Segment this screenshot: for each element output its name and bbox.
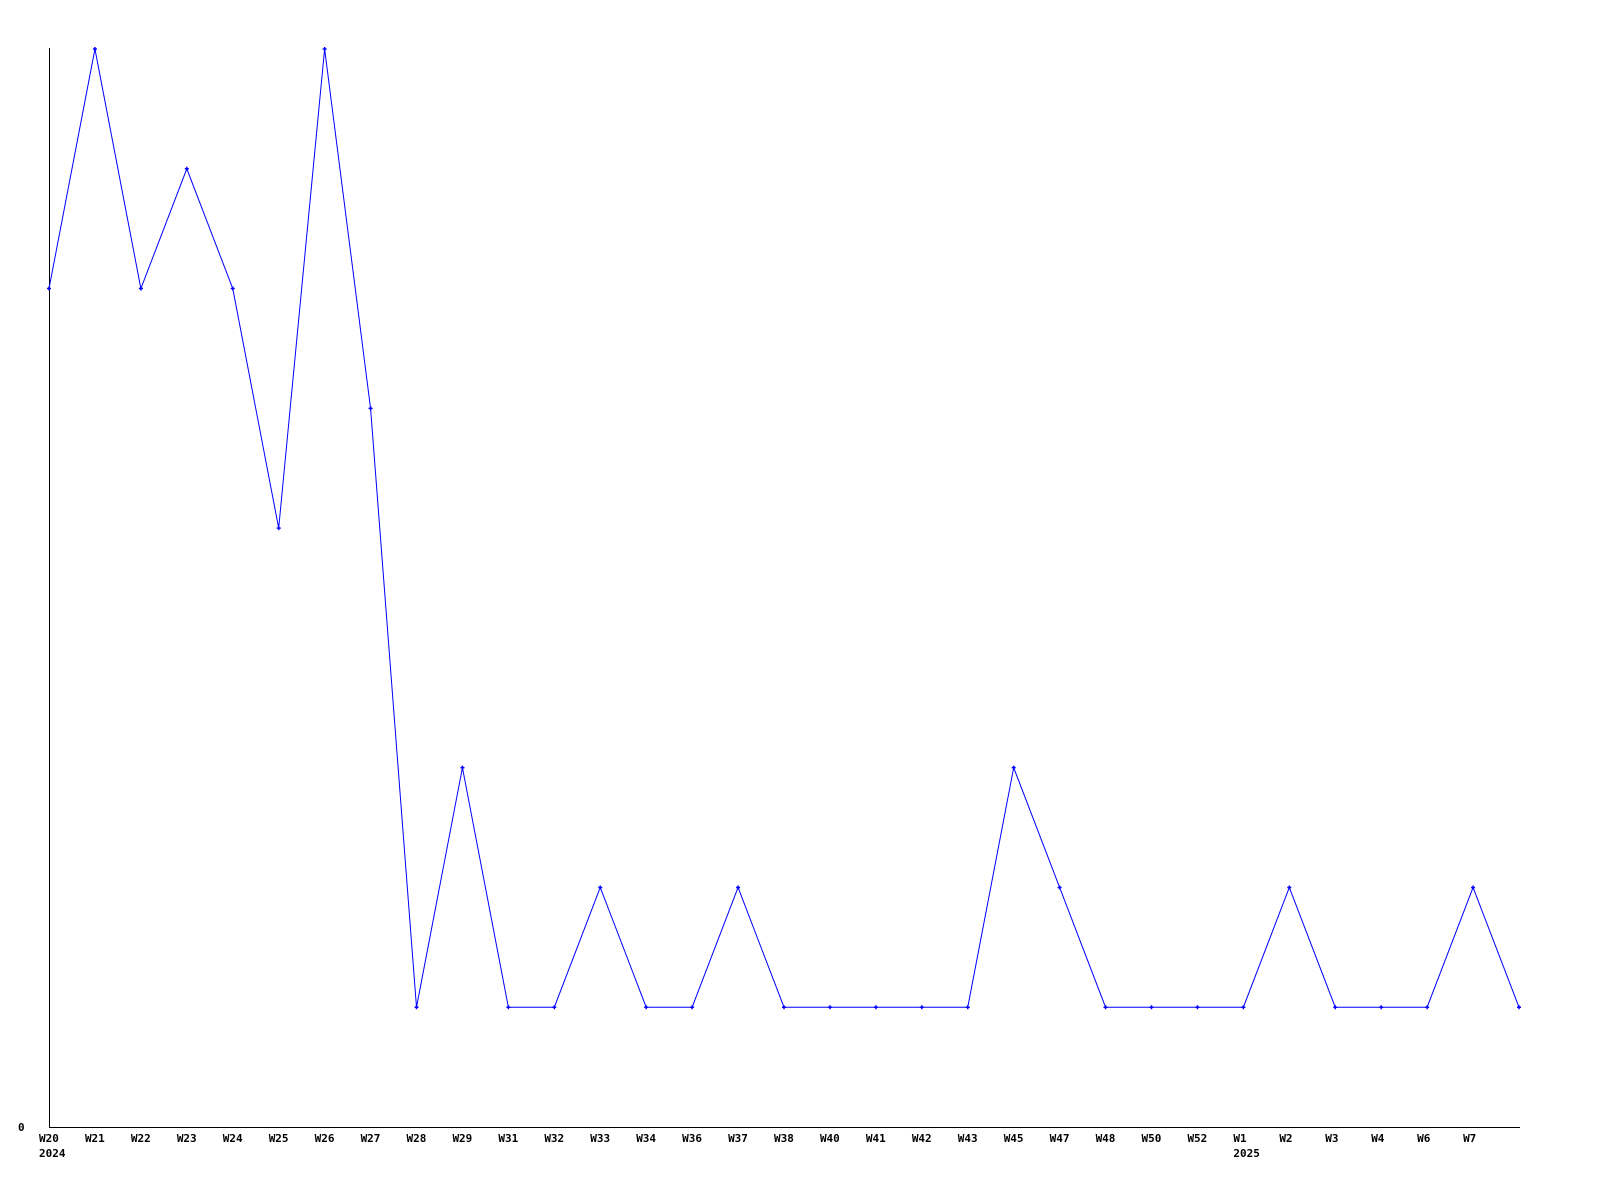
- data-point: [1471, 885, 1476, 890]
- x-tick-label: W3: [1325, 1132, 1338, 1145]
- data-point: [552, 1005, 557, 1010]
- y-tick-label: 0: [18, 1121, 25, 1134]
- x-tick-label: W48: [1096, 1132, 1116, 1145]
- data-point: [1241, 1005, 1246, 1010]
- data-point: [506, 1005, 511, 1010]
- data-point: [47, 286, 51, 291]
- x-tick-label: W28: [407, 1132, 427, 1145]
- data-point: [736, 885, 741, 890]
- data-point: [1517, 1005, 1521, 1010]
- x-tick-label: W20: [39, 1132, 59, 1145]
- data-point: [368, 406, 373, 411]
- x-tick-label: W31: [498, 1132, 518, 1145]
- x-tick-label: W21: [85, 1132, 105, 1145]
- x-tick-label: W38: [774, 1132, 794, 1145]
- data-point: [1195, 1005, 1200, 1010]
- x-tick-label: W4: [1371, 1132, 1385, 1145]
- x-tick-label: W41: [866, 1132, 886, 1145]
- year-label: 2025: [1233, 1147, 1260, 1160]
- data-point: [873, 1005, 878, 1010]
- data-point: [1333, 1005, 1338, 1010]
- data-point: [460, 765, 465, 770]
- x-tick-label: W27: [361, 1132, 381, 1145]
- data-point: [1287, 885, 1292, 890]
- x-tick-label: W29: [452, 1132, 472, 1145]
- data-point: [965, 1005, 970, 1010]
- x-tick-label: W50: [1142, 1132, 1162, 1145]
- x-tick-label: W25: [269, 1132, 289, 1145]
- data-point: [1057, 885, 1062, 890]
- x-tick-label: W6: [1417, 1132, 1431, 1145]
- data-point: [644, 1005, 649, 1010]
- data-point: [1425, 1005, 1430, 1010]
- data-point: [598, 885, 603, 890]
- data-point: [414, 1005, 419, 1010]
- data-point: [1103, 1005, 1108, 1010]
- data-point: [1149, 1005, 1154, 1010]
- x-tick-label: W43: [958, 1132, 978, 1145]
- year-label: 2024: [39, 1147, 66, 1160]
- x-tick-label: W37: [728, 1132, 748, 1145]
- x-tick-label: W26: [315, 1132, 335, 1145]
- x-tick-label: W47: [1050, 1132, 1070, 1145]
- x-tick-label: W45: [1004, 1132, 1024, 1145]
- x-tick-label: W22: [131, 1132, 151, 1145]
- x-tick-label: W52: [1187, 1132, 1207, 1145]
- x-tick-label: W32: [544, 1132, 564, 1145]
- data-point: [138, 286, 143, 291]
- data-point: [184, 166, 189, 171]
- data-point: [322, 47, 327, 51]
- x-tick-label: W1: [1233, 1132, 1247, 1145]
- x-tick-label: W2: [1279, 1132, 1292, 1145]
- x-tick-label: W33: [590, 1132, 610, 1145]
- data-point: [919, 1005, 924, 1010]
- x-tick-label: W34: [636, 1132, 656, 1145]
- series-line: [48, 48, 1520, 1008]
- x-tick-label: W23: [177, 1132, 197, 1145]
- data-point: [92, 47, 97, 51]
- data-point: [827, 1005, 832, 1010]
- x-tick-label: W7: [1463, 1132, 1476, 1145]
- x-tick-label: W36: [682, 1132, 702, 1145]
- data-point: [782, 1005, 786, 1010]
- data-point: [1011, 765, 1016, 770]
- data-point: [276, 526, 281, 531]
- data-point: [690, 1005, 695, 1010]
- x-tick-label: W24: [223, 1132, 243, 1145]
- x-tick-label: W40: [820, 1132, 840, 1145]
- data-point: [230, 286, 235, 291]
- data-point: [1379, 1005, 1384, 1010]
- x-tick-label: W42: [912, 1132, 932, 1145]
